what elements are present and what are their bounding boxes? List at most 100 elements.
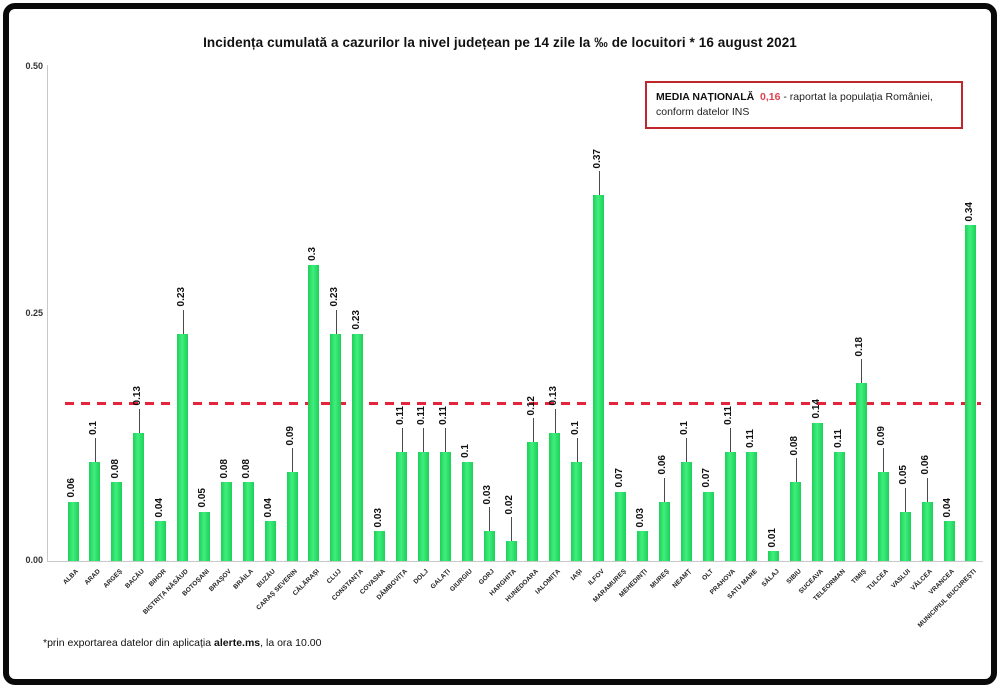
bar-prahova — [724, 452, 736, 561]
value-label: 0.12 — [525, 395, 537, 416]
value-leader-line — [292, 448, 293, 473]
value-leader-line — [664, 477, 666, 502]
bar-constan-a — [352, 333, 364, 561]
value-leader-line — [730, 428, 731, 453]
bar-vrancea — [943, 521, 955, 561]
value-label: 0.04 — [263, 498, 275, 518]
value-label: 0.05 — [898, 465, 910, 485]
bar-giurgiu — [461, 462, 473, 561]
bar-maramure- — [615, 491, 626, 561]
bar-gala-i — [439, 452, 451, 561]
national-average-line — [65, 401, 981, 405]
bar-olt — [702, 491, 714, 561]
bar-arad — [89, 462, 101, 561]
bar-arge- — [111, 481, 123, 561]
bar-vaslui — [899, 511, 911, 561]
value-label: 0.05 — [197, 488, 209, 508]
bar-alba — [67, 501, 79, 561]
value-label: 0.18 — [854, 336, 866, 357]
chart-frame: Incidența cumulată a cazurilor la nivel … — [3, 3, 997, 685]
legend-after-value: - raportat la populația României, — [780, 91, 933, 103]
value-label: 0.06 — [657, 455, 669, 475]
value-label: 0.08 — [109, 458, 121, 478]
y-tick-000: 0.00 — [25, 555, 43, 565]
bar-buz-u — [264, 521, 276, 561]
value-leader-line — [94, 438, 96, 463]
value-leader-line — [883, 448, 885, 473]
value-label: 0.3 — [306, 246, 318, 261]
chart-title: Incidența cumulată a cazurilor la nivel … — [203, 35, 797, 50]
value-label: 0.03 — [372, 507, 384, 528]
value-leader-line — [927, 477, 929, 502]
value-label: 0.1 — [87, 421, 99, 436]
national-average-legend-box: MEDIA NAȚIONALĂ 0,16 - raportat la popul… — [645, 81, 963, 130]
value-leader-line — [423, 428, 425, 453]
bar-neam- — [680, 462, 692, 561]
value-label: 0.07 — [701, 468, 713, 488]
value-label: 0.11 — [416, 406, 428, 426]
value-label: 0.08 — [219, 458, 231, 478]
value-label: 0.06 — [920, 455, 932, 475]
bar-bac-u — [133, 432, 145, 561]
value-leader-line — [905, 487, 907, 512]
value-leader-line — [138, 408, 140, 433]
legend-label: MEDIA NAȚIONALĂ — [656, 91, 755, 103]
bar-bra-ov — [220, 481, 232, 561]
value-leader-line — [182, 309, 184, 334]
value-label: 0.04 — [153, 498, 165, 518]
y-tick-025: 0.25 — [25, 308, 43, 318]
value-label: 0.04 — [942, 498, 953, 518]
bar-ilfov — [593, 195, 605, 561]
x-axis-line — [47, 561, 983, 562]
value-leader-line — [532, 418, 534, 443]
bar-sibiu — [790, 481, 802, 561]
value-label: 0.34 — [963, 201, 975, 222]
bar-suceava — [812, 422, 824, 561]
value-label: 0.13 — [547, 386, 559, 406]
bar-timi- — [855, 383, 867, 561]
value-label: 0.1 — [569, 421, 581, 436]
value-label: 0.09 — [285, 425, 296, 446]
bar-c-l-ra-i — [308, 264, 320, 561]
value-label: 0.23 — [175, 287, 187, 307]
bar-covasna — [374, 531, 386, 561]
value-leader-line — [401, 428, 403, 453]
bar-ia-i — [571, 462, 583, 561]
value-label: 0.11 — [723, 406, 734, 426]
value-label: 0.02 — [504, 494, 515, 515]
footnote-suffix: , la ora 10.00 — [260, 637, 322, 649]
bar-mehedin-i — [636, 531, 648, 561]
bar-tulcea — [877, 472, 889, 561]
bar-v-lcea — [921, 501, 933, 561]
legend-value: 0,16 — [760, 91, 781, 103]
value-leader-line — [795, 457, 797, 482]
bar-municipiul-bucure-ti — [965, 225, 977, 561]
bar-s-laj — [768, 551, 780, 561]
footnote: *prin exportarea datelor din aplicația a… — [43, 637, 321, 649]
value-label: 0.03 — [482, 484, 494, 505]
value-leader-line — [489, 507, 491, 532]
bar-bihor — [155, 521, 167, 561]
bar-teleorman — [834, 452, 845, 561]
bar-cara-severin — [286, 472, 298, 561]
value-label: 0.01 — [766, 527, 778, 548]
value-label: 0.23 — [328, 287, 340, 307]
bar-d-mbovi-a — [396, 452, 407, 561]
value-leader-line — [576, 438, 578, 463]
value-label: 0.11 — [394, 406, 406, 426]
bar-hunedoara — [527, 442, 539, 561]
value-label: 0.14 — [810, 399, 822, 419]
bar-gorj — [483, 531, 495, 561]
value-label: 0.09 — [876, 425, 888, 446]
value-leader-line — [445, 428, 447, 453]
y-tick-050: 0.50 — [25, 61, 43, 71]
value-leader-line — [511, 517, 512, 542]
bar-satu-mare — [746, 452, 758, 561]
plot-area: 0.06 0.1 0.08 0.13 0.04 0.23 0.05 0.08 0.08 0.04 0… — [47, 65, 983, 561]
bar-ialomi-a — [549, 432, 561, 561]
value-label: 0.23 — [350, 310, 362, 330]
value-label: 0.11 — [438, 406, 450, 426]
value-label: 0.06 — [66, 478, 77, 498]
legend-line2: conform datelor INS — [656, 106, 750, 119]
value-label: 0.37 — [591, 148, 603, 169]
